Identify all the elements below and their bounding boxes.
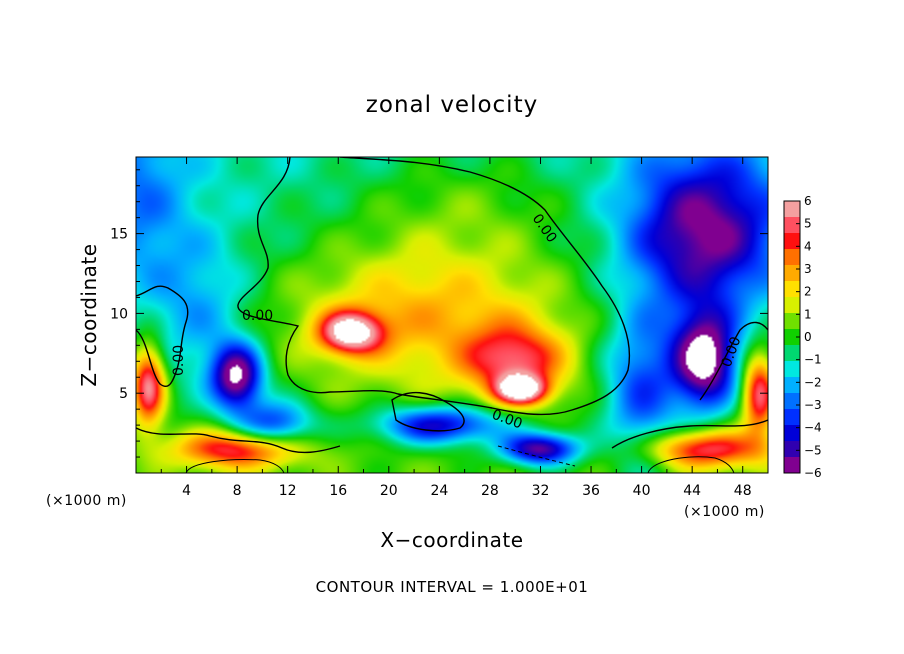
x-tick-label: 20 <box>380 483 398 499</box>
colorbar-label: 0 <box>804 330 812 344</box>
contour-lines <box>136 157 768 473</box>
contour-left <box>136 285 189 388</box>
colorbar-label: −6 <box>804 466 822 480</box>
colorbar-swatch <box>784 313 800 330</box>
y-axis: 5 10 15 <box>110 169 768 458</box>
colorbar-label: 4 <box>804 239 812 253</box>
y-tick-label: 10 <box>110 306 128 322</box>
colorbar-swatch <box>784 441 800 458</box>
x-axis-unit-left: (×1000 m) <box>46 493 127 509</box>
x-tick-label: 8 <box>233 483 242 499</box>
colorbar-label: −1 <box>804 353 822 367</box>
x-axis-unit-right: (×1000 m) <box>684 504 765 520</box>
x-tick-label: 28 <box>481 483 499 499</box>
colorbar-label: 3 <box>804 262 812 276</box>
colorbar: 6 5 4 3 2 1 0 −1 −2 −3 −4 −5 −6 <box>783 194 822 480</box>
plot-frame <box>135 156 769 474</box>
colorbar-swatch <box>784 425 800 442</box>
colorbar-swatch <box>784 329 800 346</box>
contour-right-lower <box>611 419 768 449</box>
contour-blob-mid <box>391 392 465 432</box>
colorbar-swatch <box>784 393 800 410</box>
colorbar-swatch <box>784 361 800 378</box>
y-tick-label: 5 <box>119 386 128 402</box>
y-axis-label: Z−coordinate <box>77 243 101 386</box>
x-axis: 4 8 12 16 20 24 28 32 36 40 44 48 <box>160 157 752 499</box>
x-tick-label: 12 <box>279 483 297 499</box>
colorbar-swatch <box>784 345 800 362</box>
colorbar-swatch <box>784 217 800 234</box>
x-tick-label: 32 <box>532 483 550 499</box>
colorbar-swatch <box>784 297 800 314</box>
colorbar-swatch <box>784 457 800 474</box>
x-tick-label: 16 <box>329 483 347 499</box>
x-tick-label: 48 <box>734 483 752 499</box>
colorbar-swatch <box>784 249 800 266</box>
y-tick-label: 15 <box>110 227 128 243</box>
contour-bottom-right <box>647 456 735 473</box>
contour-main <box>237 157 631 416</box>
colorbar-label: 1 <box>804 307 812 321</box>
chart-title: zonal velocity <box>366 92 538 118</box>
colorbar-swatch <box>784 201 800 218</box>
contour-right <box>699 321 768 401</box>
colorbar-swatch <box>784 233 800 250</box>
colorbar-label: 6 <box>804 194 812 208</box>
contour-label: 0.00 <box>171 345 187 376</box>
colorbar-label: 2 <box>804 285 812 299</box>
colorbar-label: −3 <box>804 398 822 412</box>
heatmap-image <box>136 157 768 473</box>
x-axis-label: X−coordinate <box>380 528 523 552</box>
colorbar-label: −5 <box>804 443 822 457</box>
contour-left-lower <box>136 427 341 454</box>
x-tick-label: 24 <box>430 483 448 499</box>
colorbar-swatch <box>784 265 800 282</box>
colorbar-swatch <box>784 281 800 298</box>
colorbar-label: −4 <box>804 421 822 435</box>
contour-interval-footer: CONTOUR INTERVAL = 1.000E+01 <box>316 578 589 596</box>
x-tick-label: 40 <box>633 483 651 499</box>
colorbar-label: 5 <box>804 217 812 231</box>
contour-bottom-mid <box>497 445 576 467</box>
contour-label: 0.00 <box>242 308 273 324</box>
colorbar-swatch <box>784 409 800 426</box>
x-tick-label: 44 <box>683 483 701 499</box>
heatmap-field <box>136 157 768 473</box>
contour-bottom-left <box>185 459 285 473</box>
x-tick-label: 4 <box>182 483 191 499</box>
colorbar-label: −2 <box>804 375 822 389</box>
colorbar-swatch <box>784 377 800 394</box>
x-tick-label: 36 <box>582 483 600 499</box>
